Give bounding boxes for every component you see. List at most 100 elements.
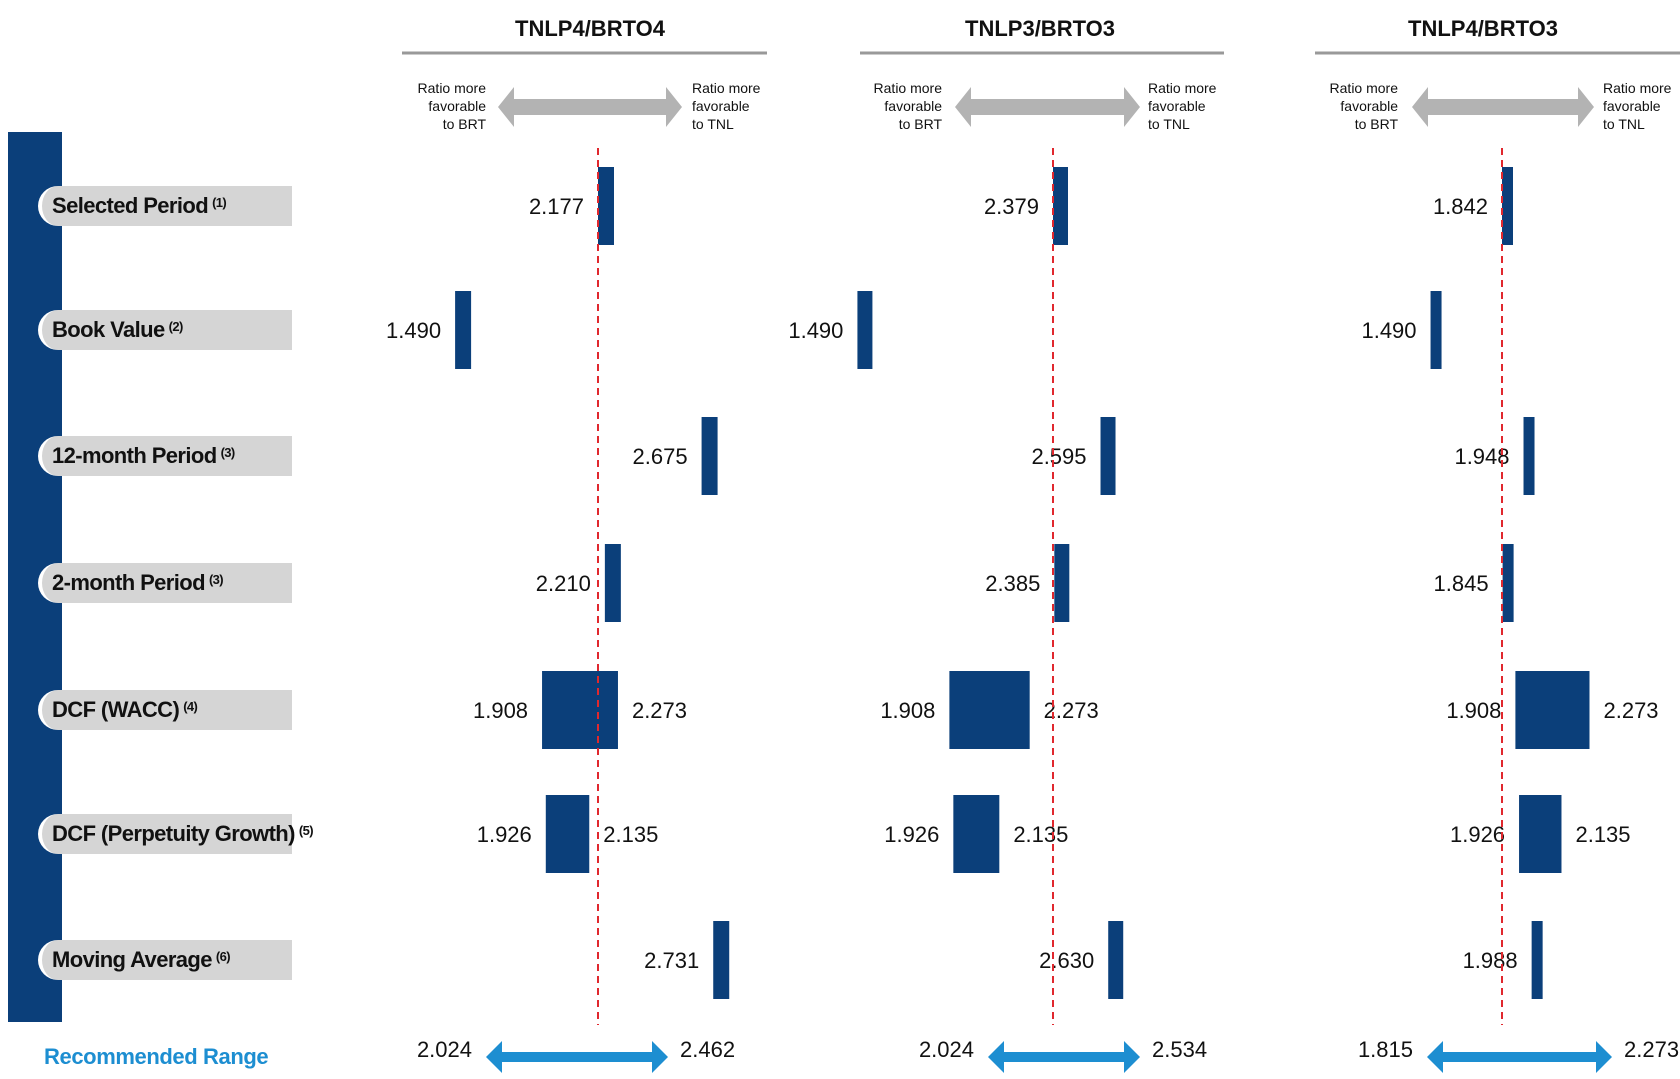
- direction-label-right: to TNL: [692, 116, 734, 132]
- bar: [598, 167, 614, 245]
- bar-value: 2.731: [644, 948, 699, 973]
- direction-label-right: Ratio more: [1603, 80, 1672, 96]
- direction-label-right: favorable: [1148, 98, 1206, 114]
- direction-arrow: [498, 87, 682, 127]
- bar-value-low: 1.926: [884, 822, 939, 847]
- recommended-range-arrow: [1427, 1041, 1612, 1073]
- bar: [949, 671, 1030, 749]
- row-label-6: DCF (Perpetuity Growth) (5): [38, 814, 314, 854]
- bar: [1519, 795, 1562, 873]
- bar-value: 2.385: [985, 571, 1040, 596]
- recommended-low: 2.024: [919, 1037, 974, 1062]
- direction-label-left: favorable: [884, 98, 942, 114]
- recommended-high: 2.462: [680, 1037, 735, 1062]
- bar-value: 2.177: [529, 194, 584, 219]
- bar-value: 2.379: [984, 194, 1039, 219]
- recommended-high: 2.534: [1152, 1037, 1207, 1062]
- bar-value: 1.988: [1463, 948, 1518, 973]
- recommended-high: 2.273: [1624, 1037, 1679, 1062]
- row-label-5: DCF (WACC) (4): [38, 690, 292, 730]
- bar: [455, 291, 472, 369]
- row-label-1: Selected Period (1): [38, 186, 292, 226]
- direction-arrow: [955, 87, 1140, 127]
- direction-label-right: Ratio more: [1148, 80, 1217, 96]
- bar-value-high: 2.135: [1013, 822, 1068, 847]
- row-label-text: Moving Average: [52, 947, 213, 972]
- bar-value: 1.490: [1361, 318, 1416, 343]
- bar-value-high: 2.135: [1575, 822, 1630, 847]
- bar-value-low: 1.908: [473, 698, 528, 723]
- row-label-7: Moving Average (6): [38, 940, 292, 980]
- bar: [1100, 417, 1116, 495]
- bar-value: 1.490: [788, 318, 843, 343]
- recommended-range-arrow: [486, 1041, 668, 1073]
- row-label-4: 2-month Period (3): [38, 563, 292, 603]
- row-label-text: Book Value: [52, 317, 165, 342]
- bar: [1502, 167, 1513, 245]
- bar: [1108, 921, 1124, 999]
- row-label-note: (1): [212, 194, 227, 210]
- chart-title: TNLP4/BRTO3: [1408, 16, 1558, 41]
- row-label-note: (4): [183, 698, 198, 714]
- bar: [1531, 921, 1543, 999]
- bar-value-low: 1.908: [1446, 698, 1501, 723]
- bar-value-high: 2.273: [1044, 698, 1099, 723]
- direction-label-left: Ratio more: [418, 80, 487, 96]
- row-label-text: 2-month Period: [52, 570, 206, 595]
- row-label-note: (6): [215, 948, 231, 964]
- recommended-low: 2.024: [417, 1037, 472, 1062]
- bar-value-low: 1.926: [1450, 822, 1505, 847]
- recommended-range-label: Recommended Range: [44, 1044, 269, 1069]
- bar: [1515, 671, 1590, 749]
- row-label-text: DCF (Perpetuity Growth): [52, 821, 295, 846]
- row-label-note: (3): [208, 571, 224, 587]
- direction-arrow: [1412, 87, 1594, 127]
- direction-label-right: to TNL: [1603, 116, 1645, 132]
- bar-value: 1.845: [1434, 571, 1489, 596]
- bar-value: 2.210: [536, 571, 591, 596]
- bar-value-high: 2.273: [632, 698, 687, 723]
- bar-value-high: 2.273: [1603, 698, 1658, 723]
- bar: [604, 544, 621, 622]
- bar-value-low: 1.926: [477, 822, 532, 847]
- bar: [1502, 544, 1514, 622]
- row-label-text: DCF (WACC): [52, 697, 180, 722]
- row-label-note: (5): [298, 822, 314, 838]
- row-label-3: 12-month Period (3): [38, 436, 292, 476]
- bar: [542, 671, 618, 749]
- bar: [1523, 417, 1535, 495]
- bar: [1054, 544, 1070, 622]
- bar: [701, 417, 718, 495]
- direction-label-right: favorable: [692, 98, 750, 114]
- row-label-text: 12-month Period: [52, 443, 217, 468]
- chart-title: TNLP4/BRTO4: [515, 16, 666, 41]
- bar: [545, 795, 590, 873]
- bar-value-high: 2.135: [603, 822, 658, 847]
- direction-label-left: to BRT: [443, 116, 487, 132]
- bar-value-low: 1.908: [880, 698, 935, 723]
- direction-label-left: to BRT: [899, 116, 943, 132]
- bar: [953, 795, 1000, 873]
- direction-label-left: favorable: [1340, 98, 1398, 114]
- bar: [1430, 291, 1442, 369]
- recommended-range-arrow: [988, 1041, 1140, 1073]
- bar-value: 1.490: [386, 318, 441, 343]
- bar: [1053, 167, 1068, 245]
- direction-label-left: Ratio more: [874, 80, 943, 96]
- row-label-note: (3): [220, 444, 236, 460]
- direction-label-left: to BRT: [1355, 116, 1399, 132]
- row-label-2: Book Value (2): [38, 310, 292, 350]
- direction-label-left: favorable: [428, 98, 486, 114]
- bar-value: 2.675: [633, 444, 688, 469]
- direction-label-right: favorable: [1603, 98, 1661, 114]
- bar: [713, 921, 730, 999]
- recommended-low: 1.815: [1358, 1037, 1413, 1062]
- direction-label-right: to TNL: [1148, 116, 1190, 132]
- direction-label-right: Ratio more: [692, 80, 761, 96]
- bar-value: 1.842: [1433, 194, 1488, 219]
- bar-value: 2.630: [1039, 948, 1094, 973]
- bar: [857, 291, 873, 369]
- bar-value: 1.948: [1454, 444, 1509, 469]
- bar-value: 2.595: [1031, 444, 1086, 469]
